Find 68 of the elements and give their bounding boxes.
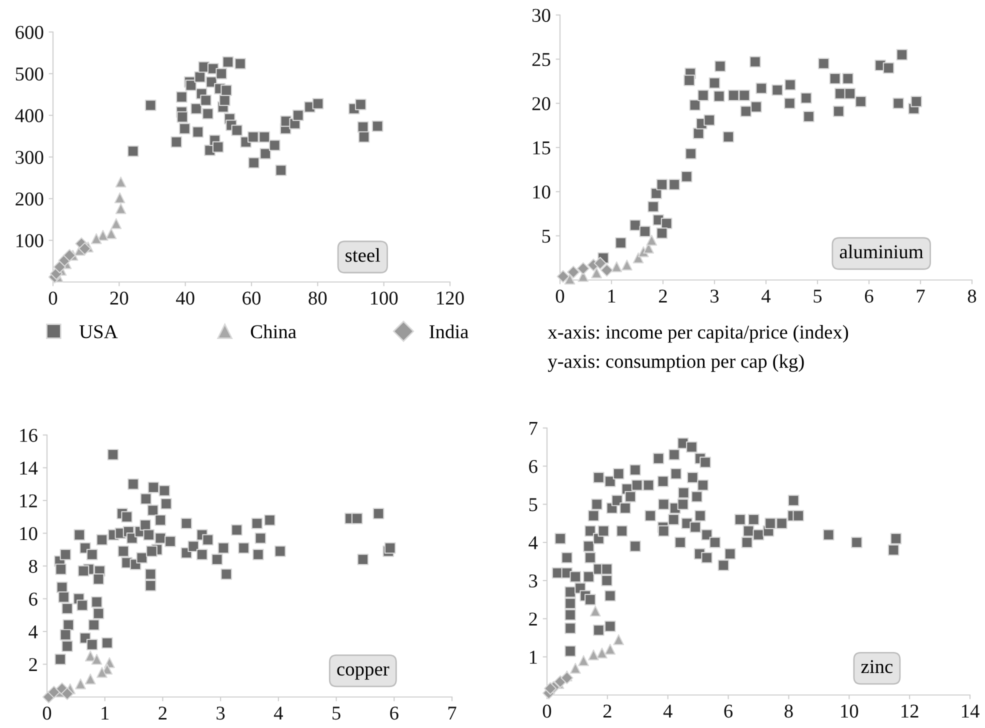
y-tick-label: 12 xyxy=(20,494,37,508)
y-tick-label: 2 xyxy=(529,612,537,626)
x-tick-label: 8 xyxy=(968,290,976,303)
y-tick-label: 10 xyxy=(533,185,550,199)
x-tick-label: 0 xyxy=(542,704,552,718)
y-tick-label: 300 xyxy=(16,150,44,164)
y-tick-label: 15 xyxy=(533,141,550,154)
y-tick-label: 30 xyxy=(532,8,550,22)
x-tick-label: 40 xyxy=(176,292,194,305)
y-tick-label: 5 xyxy=(529,498,538,512)
x-tick-label: 14 xyxy=(962,704,980,718)
x-tick-label: 100 xyxy=(370,292,398,305)
x-tick-label: 0 xyxy=(42,706,52,720)
x-tick-label: 2 xyxy=(158,706,167,720)
y-tick-label: 3 xyxy=(529,574,538,588)
text: x-axis: income per capita/price (index) xyxy=(548,325,848,343)
y-tick-label: 8 xyxy=(28,560,38,573)
text: y-axis: consumption per cap (kg) xyxy=(548,354,804,372)
y-tick-label: 4 xyxy=(28,625,38,638)
x-tick-label: 6 xyxy=(864,290,874,303)
x-tick-label: 3 xyxy=(710,290,719,303)
y-tick-label: 14 xyxy=(20,462,38,474)
y-tick-label: 20 xyxy=(532,97,550,110)
x-tick-label: 12 xyxy=(902,704,918,718)
x-tick-label: 2 xyxy=(603,704,612,718)
text: copper xyxy=(337,666,390,680)
x-tick-label: 80 xyxy=(308,292,327,305)
x-tick-label: 1 xyxy=(102,706,109,720)
y-tick-label: 25 xyxy=(532,53,550,66)
y-tick-label: 2 xyxy=(29,658,37,671)
y-tick-label: 1 xyxy=(530,650,537,664)
x-tick-label: 120 xyxy=(437,292,464,305)
x-tick-label: 10 xyxy=(841,704,858,718)
y-tick-label: 400 xyxy=(15,109,44,122)
x-tick-label: 7 xyxy=(916,290,925,303)
y-tick-label: 5 xyxy=(542,230,550,243)
legend-label: China xyxy=(250,324,296,338)
x-tick-label: 5 xyxy=(332,706,340,720)
text: steel xyxy=(346,248,380,262)
x-tick-label: 2 xyxy=(658,290,667,303)
text: zinc xyxy=(861,660,893,674)
x-tick-label: 4 xyxy=(274,706,283,720)
y-tick-label: 4 xyxy=(528,536,538,550)
x-tick-label: 6 xyxy=(724,704,733,718)
y-tick-label: 600 xyxy=(16,26,44,39)
x-tick-label: 20 xyxy=(110,292,128,305)
y-tick-label: 100 xyxy=(16,234,44,248)
text: aluminium xyxy=(840,244,924,258)
x-tick-label: 8 xyxy=(784,704,793,718)
y-tick-label: 6 xyxy=(529,460,538,474)
legend-label: USA xyxy=(79,325,118,338)
x-tick-label: 4 xyxy=(762,290,771,303)
x-tick-label: 6 xyxy=(390,706,398,720)
x-tick-label: 1 xyxy=(608,290,616,303)
x-tick-label: 7 xyxy=(448,706,456,720)
x-tick-label: 60 xyxy=(242,292,260,305)
x-tick-label: 3 xyxy=(216,706,225,720)
x-tick-label: 4 xyxy=(663,704,672,718)
y-tick-label: 7 xyxy=(530,422,538,435)
y-tick-label: 500 xyxy=(16,67,44,81)
x-tick-label: 0 xyxy=(48,292,58,305)
x-tick-label: 0 xyxy=(556,290,564,303)
legend-label: India xyxy=(429,324,468,338)
y-tick-label: 10 xyxy=(20,527,38,540)
y-tick-label: 16 xyxy=(20,428,38,442)
x-tick-label: 5 xyxy=(814,290,822,303)
y-tick-label: 6 xyxy=(29,592,38,606)
y-tick-label: 200 xyxy=(16,192,44,206)
